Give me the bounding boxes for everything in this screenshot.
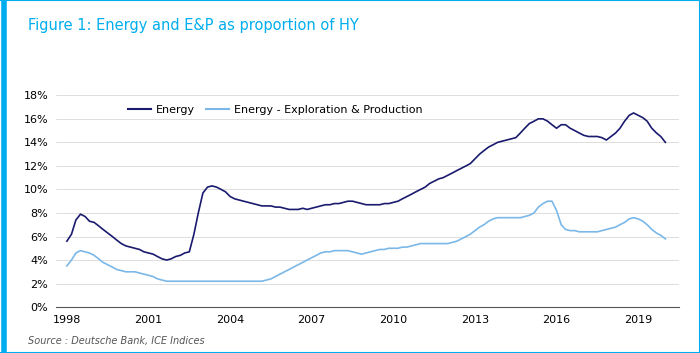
Energy - Exploration & Production xyxy=(63,264,71,268)
Energy xyxy=(462,164,470,168)
Energy xyxy=(104,231,112,235)
Energy - Exploration & Production xyxy=(648,227,656,232)
Energy xyxy=(162,258,171,262)
Legend: Energy, Energy - Exploration & Production: Energy, Energy - Exploration & Productio… xyxy=(124,101,427,120)
Energy xyxy=(480,149,488,153)
Energy - Exploration & Production xyxy=(634,217,643,221)
Energy xyxy=(629,111,638,115)
Text: Figure 1: Energy and E&P as proportion of HY: Figure 1: Energy and E&P as proportion o… xyxy=(28,18,358,32)
Energy xyxy=(63,239,71,243)
Energy xyxy=(634,113,643,118)
Energy - Exploration & Production xyxy=(480,223,488,227)
Energy xyxy=(444,173,452,178)
Energy xyxy=(648,126,656,130)
Energy - Exploration & Production xyxy=(104,263,112,267)
Line: Energy: Energy xyxy=(67,113,666,260)
Line: Energy - Exploration & Production: Energy - Exploration & Production xyxy=(67,201,666,281)
Energy xyxy=(662,140,670,144)
Energy - Exploration & Production xyxy=(662,237,670,241)
Text: Source : Deutsche Bank, ICE Indices: Source : Deutsche Bank, ICE Indices xyxy=(28,336,204,346)
Energy - Exploration & Production xyxy=(462,234,470,239)
Energy - Exploration & Production xyxy=(543,199,552,203)
Energy - Exploration & Production xyxy=(162,279,171,283)
Energy - Exploration & Production xyxy=(444,241,452,246)
